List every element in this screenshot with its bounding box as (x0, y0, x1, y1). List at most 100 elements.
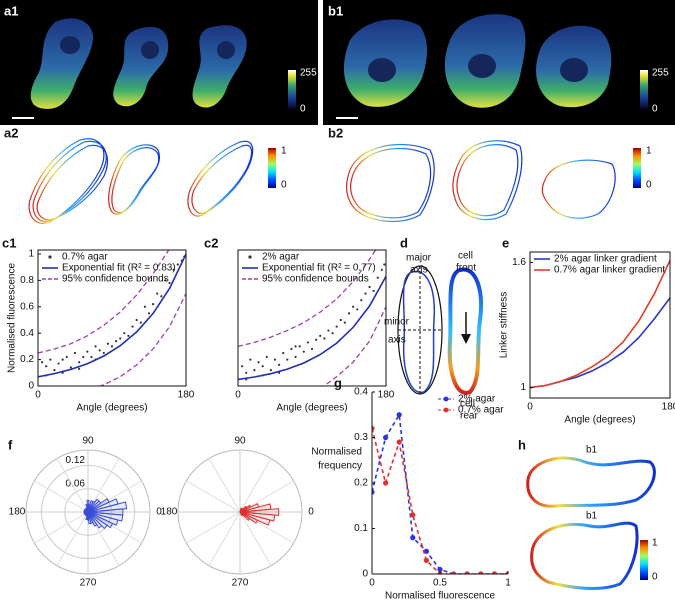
x-axis-label: Angle (degrees) (76, 403, 147, 414)
data-point (282, 351, 285, 355)
colorbar-label: 1 (281, 146, 287, 157)
colorbar-label: 0 (652, 104, 658, 115)
data-point (147, 312, 151, 315)
data-point (491, 571, 497, 574)
y-tick-label: 0.2 (20, 354, 34, 365)
y-axis-label: Normalised (311, 447, 362, 458)
spoke (87, 480, 142, 513)
data-point (410, 512, 416, 518)
data-point (123, 332, 126, 335)
data-point (69, 366, 72, 369)
contour (111, 147, 160, 214)
data-point (310, 347, 314, 351)
contour (191, 144, 253, 214)
panel-label: e (502, 235, 509, 250)
data-point (131, 325, 134, 328)
panel-label: d (400, 235, 408, 250)
data-point (335, 325, 338, 328)
data-point (119, 337, 122, 340)
legend-symbol (443, 396, 449, 402)
x-tick-label: 1 (505, 578, 511, 589)
spoke (239, 458, 272, 513)
cells-b1 (336, 14, 648, 119)
axes-frame (37, 249, 187, 387)
legend-label: 95% confidence bounds (262, 274, 369, 285)
annotation: cell (458, 251, 473, 262)
legend-symbol (248, 255, 252, 259)
data-point (286, 358, 289, 361)
y-tick-label: 1 (28, 249, 34, 260)
data-point (86, 350, 89, 353)
data-point (45, 365, 48, 368)
data-point (331, 332, 334, 335)
data-point (82, 355, 85, 359)
data-point (49, 358, 52, 361)
series-line (372, 428, 508, 574)
data-point (396, 439, 402, 445)
contour (187, 140, 254, 217)
colorbar-label: 255 (300, 68, 317, 79)
data-point (78, 361, 81, 364)
data-point (115, 340, 118, 343)
data-point (298, 345, 301, 348)
data-point (323, 337, 326, 340)
nucleus (217, 41, 235, 59)
data-point (505, 571, 508, 574)
y-tick-label: 0 (362, 569, 368, 580)
data-point (273, 358, 277, 361)
y-tick-label: 0.3 (354, 432, 368, 443)
data-point (383, 480, 389, 486)
y-tick-label: 0.1 (354, 523, 368, 534)
rose-bar (87, 511, 124, 522)
y-tick-label: 0 (28, 381, 34, 392)
data-point (106, 342, 109, 345)
x-tick-label: 180 (178, 390, 195, 401)
data-point (257, 361, 260, 364)
spoke (186, 511, 241, 544)
contour (108, 144, 160, 215)
data-point (278, 363, 281, 366)
data-point (41, 361, 44, 364)
x-tick-label: 180 (662, 402, 675, 413)
angle-tick-label: 180 (9, 507, 26, 518)
contour (346, 143, 435, 222)
data-point (372, 289, 375, 293)
spoke (34, 480, 89, 513)
data-point (376, 276, 379, 279)
panel-label: h (518, 437, 526, 452)
data-point (253, 369, 256, 372)
annotation: axis (388, 335, 406, 346)
contour (456, 144, 519, 217)
legend-label: 95% confidence bounds (62, 274, 169, 285)
data-point (383, 434, 389, 441)
y-axis-label: frequency (318, 461, 362, 472)
data-point (352, 305, 355, 308)
data-point (164, 279, 167, 282)
spoke (87, 511, 142, 544)
angle-tick-label: 90 (234, 436, 246, 447)
data-point (290, 347, 293, 351)
spoke (34, 511, 89, 544)
contour (32, 140, 107, 223)
panel-d-drawing (397, 265, 483, 395)
data-point (306, 341, 309, 344)
y-tick-label: 0.2 (354, 478, 368, 489)
spoke (87, 458, 120, 513)
angle-tick-label: 90 (82, 436, 94, 447)
y-tick-label: 1.6 (512, 257, 526, 268)
axes-frame (529, 251, 671, 399)
cell-outline (402, 270, 436, 394)
series-line (38, 253, 186, 378)
colorbar-label: 0 (646, 180, 652, 191)
colorbar-label: 0 (300, 104, 306, 115)
series-line (530, 297, 670, 389)
angle-tick-label: 0 (308, 507, 314, 518)
plot-area (372, 412, 508, 574)
data-point (90, 355, 93, 359)
data-point (61, 358, 64, 361)
legend-symbol (443, 407, 449, 413)
data-point (364, 292, 367, 295)
colorbar (633, 148, 641, 188)
data-point (343, 321, 346, 324)
